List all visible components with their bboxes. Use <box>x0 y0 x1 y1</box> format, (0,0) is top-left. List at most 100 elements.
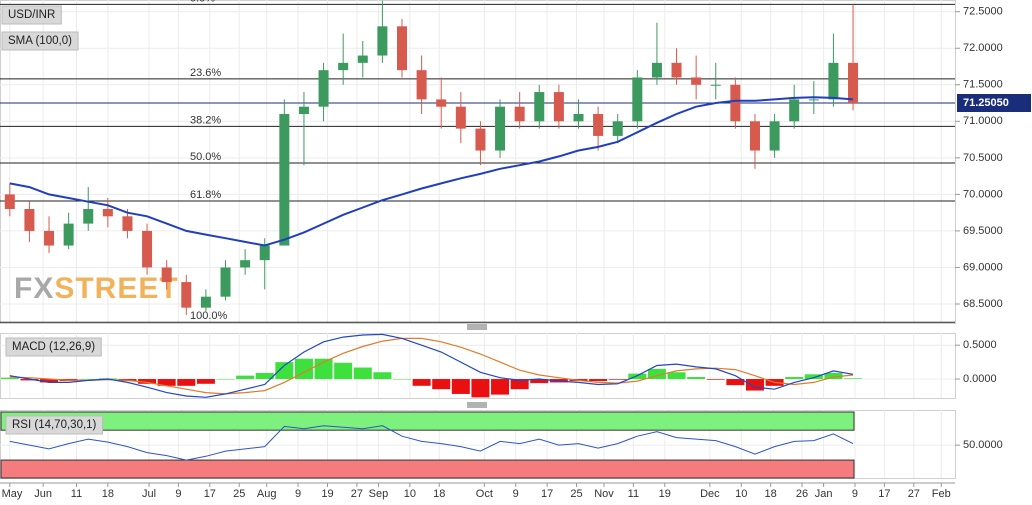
panel-title-box <box>5 337 102 357</box>
candle-body <box>573 114 584 122</box>
y-tick-label: 69.5000 <box>963 225 1003 237</box>
candle-body <box>612 121 623 136</box>
fib-label: 0.0% <box>190 0 215 4</box>
panel-title: MACD (12,26,9) <box>12 341 95 353</box>
histogram-bar <box>608 379 627 380</box>
histogram-bar <box>157 379 176 386</box>
legend-label: USD/INR <box>8 9 55 21</box>
x-tick-label: Feb <box>932 488 951 500</box>
x-tick-label: 26 <box>796 488 808 500</box>
candle-body <box>4 194 15 209</box>
candle-body <box>632 77 643 122</box>
x-tick-label: Oct <box>476 488 493 500</box>
histogram-bar <box>177 379 196 386</box>
y-tick-label: 0.0000 <box>963 373 997 385</box>
legend-label: SMA (100,0) <box>8 35 72 47</box>
x-tick-label: Sep <box>369 488 389 500</box>
fib-label: 38.2% <box>190 114 221 126</box>
histogram-bar <box>373 372 392 380</box>
candle-body <box>44 230 55 246</box>
x-tick-label: 10 <box>735 488 747 500</box>
x-tick-label: 18 <box>433 488 445 500</box>
x-tick-label: 17 <box>878 488 890 500</box>
candle-body <box>24 209 35 231</box>
legend-label-box <box>1 31 79 51</box>
candle-body <box>298 106 309 114</box>
candle-body <box>730 84 741 122</box>
candle-body <box>495 106 506 151</box>
histogram-bar <box>79 379 98 380</box>
histogram-bar <box>0 377 19 380</box>
x-tick-label: 25 <box>233 488 245 500</box>
candle-body <box>534 92 545 122</box>
candle-body <box>83 209 94 224</box>
histogram-bar <box>20 379 39 381</box>
y-tick-label: 50.0000 <box>963 439 1003 451</box>
x-tick-label: 19 <box>659 488 671 500</box>
histogram-bar <box>196 379 215 384</box>
candle-body <box>122 216 133 231</box>
histogram-bar <box>334 362 353 380</box>
candle-body <box>828 62 839 100</box>
x-tick-label: 9 <box>513 488 519 500</box>
x-tick-label: 11 <box>628 488 639 500</box>
histogram-bar <box>451 379 470 394</box>
y-tick-label: 71.5000 <box>963 79 1003 91</box>
candle-body <box>749 121 760 151</box>
histogram-bar <box>647 368 666 380</box>
candle-body <box>436 99 447 107</box>
y-tick-label: 71.0000 <box>963 115 1003 127</box>
candle-body <box>357 55 368 63</box>
histogram-bar <box>824 372 843 380</box>
candle-body <box>240 260 251 268</box>
x-tick-label: 17 <box>204 488 216 500</box>
candle-body <box>671 62 682 78</box>
legend-label-box <box>1 5 62 25</box>
candle-body <box>593 114 604 136</box>
histogram-bar <box>471 379 490 398</box>
x-tick-label: 17 <box>541 488 553 500</box>
histogram-bar <box>491 379 510 395</box>
candle-body <box>338 62 349 71</box>
macd-line <box>9 333 854 398</box>
histogram-bar <box>844 378 863 380</box>
histogram-bar <box>412 379 431 386</box>
x-tick-label: Aug <box>257 488 277 500</box>
y-tick-label: 70.5000 <box>963 152 1003 164</box>
fib-label: 100.0% <box>190 310 228 322</box>
histogram-bar <box>353 367 372 380</box>
fib-label: 61.8% <box>190 189 221 201</box>
histogram-bar <box>510 379 529 390</box>
x-tick-label: 25 <box>570 488 582 500</box>
y-tick-label: 68.5000 <box>963 298 1003 310</box>
candle-body <box>279 114 290 246</box>
watermark-fx: FX <box>14 272 54 305</box>
x-tick-label: Jun <box>34 488 52 500</box>
x-tick-label: May <box>2 488 23 500</box>
candle-body <box>691 77 702 85</box>
candle-body <box>318 70 329 107</box>
candle-body <box>181 282 192 308</box>
x-tick-label: 10 <box>404 488 416 500</box>
y-tick-label: 72.0000 <box>963 42 1003 54</box>
upper-band <box>0 411 855 431</box>
candle-body <box>475 128 486 151</box>
sma-line <box>9 96 854 247</box>
x-tick-label: 19 <box>321 488 333 500</box>
x-tick-label: Jul <box>142 488 156 500</box>
last-price-box <box>957 94 1031 113</box>
candle-body <box>142 230 153 268</box>
candle-body <box>416 70 427 100</box>
candle-body <box>102 209 113 217</box>
histogram-bar <box>393 379 412 380</box>
candle-body <box>514 106 525 122</box>
candle-body <box>808 99 819 101</box>
histogram-bar <box>785 377 804 380</box>
histogram-bar <box>432 379 451 390</box>
candle-body <box>200 296 211 308</box>
candle-body <box>220 267 231 297</box>
watermark: FXSTREET <box>14 272 179 305</box>
candle-body <box>259 245 270 261</box>
histogram-bar <box>275 362 294 380</box>
